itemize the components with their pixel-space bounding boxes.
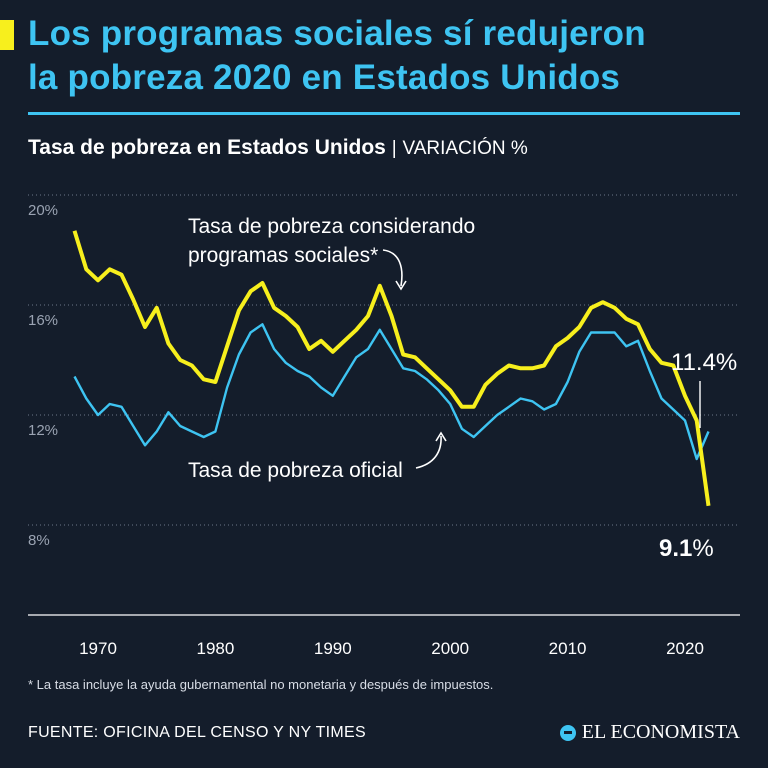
x-tick-label: 1980 (196, 639, 234, 658)
chart-subtitle: Tasa de pobreza en Estados Unidos | VARI… (28, 136, 528, 160)
y-tick-label: 20% (28, 202, 58, 219)
y-tick-label: 12% (28, 422, 58, 439)
series-line-social-programs (72, 230, 711, 507)
series-line-official (73, 323, 710, 461)
y-axis-unit: VARIACIÓN % (402, 138, 528, 159)
social-end-value-unit: % (692, 535, 713, 562)
title-line-1: Los programas sociales sí redujeron (28, 14, 646, 53)
social-end-value-label: 9.1% (659, 535, 714, 562)
official-end-value-label: 11.4% (671, 349, 737, 376)
x-tick-label: 2010 (549, 639, 587, 658)
publisher-logo: EL ECONOMISTA (559, 721, 740, 744)
x-tick-label: 1990 (314, 639, 352, 658)
title-divider (28, 112, 740, 115)
source-credit: FUENTE: OFICINA DEL CENSO Y NY TIMES (28, 724, 366, 741)
official-label-arrow (415, 435, 442, 469)
social-end-value-number: 9.1 (659, 535, 692, 562)
accent-bar (0, 20, 14, 50)
social-label-arrowhead (395, 280, 407, 291)
chart-title: Tasa de pobreza en Estados Unidos (28, 136, 386, 159)
social-label-arrow (382, 249, 403, 287)
official-series-label: Tasa de pobreza oficial (188, 459, 403, 482)
page-title: Los programas sociales sí redujeron la p… (28, 12, 758, 100)
x-axis-ticks: 1970 1980 1990 2000 2010 2020 (79, 639, 704, 658)
x-tick-label: 2000 (431, 639, 469, 658)
social-series-label-line1: Tasa de pobreza considerando (188, 215, 475, 238)
subtitle-separator: | (391, 138, 397, 159)
footnote: * La tasa incluye la ayuda gubernamental… (28, 677, 494, 692)
y-axis-ticks: 20% 16% 12% 8% (28, 202, 58, 549)
grid-lines (28, 194, 740, 526)
y-tick-label: 16% (28, 312, 58, 329)
logo-icon (559, 724, 576, 741)
social-series-label-line2: programas sociales* (188, 244, 378, 267)
y-tick-label: 8% (28, 532, 50, 549)
x-tick-label: 2020 (666, 639, 704, 658)
x-tick-label: 1970 (79, 639, 117, 658)
official-label-arrowhead (435, 431, 447, 442)
title-line-2: la pobreza 2020 en Estados Unidos (28, 58, 621, 97)
logo-text: EL ECONOMISTA (581, 721, 740, 743)
